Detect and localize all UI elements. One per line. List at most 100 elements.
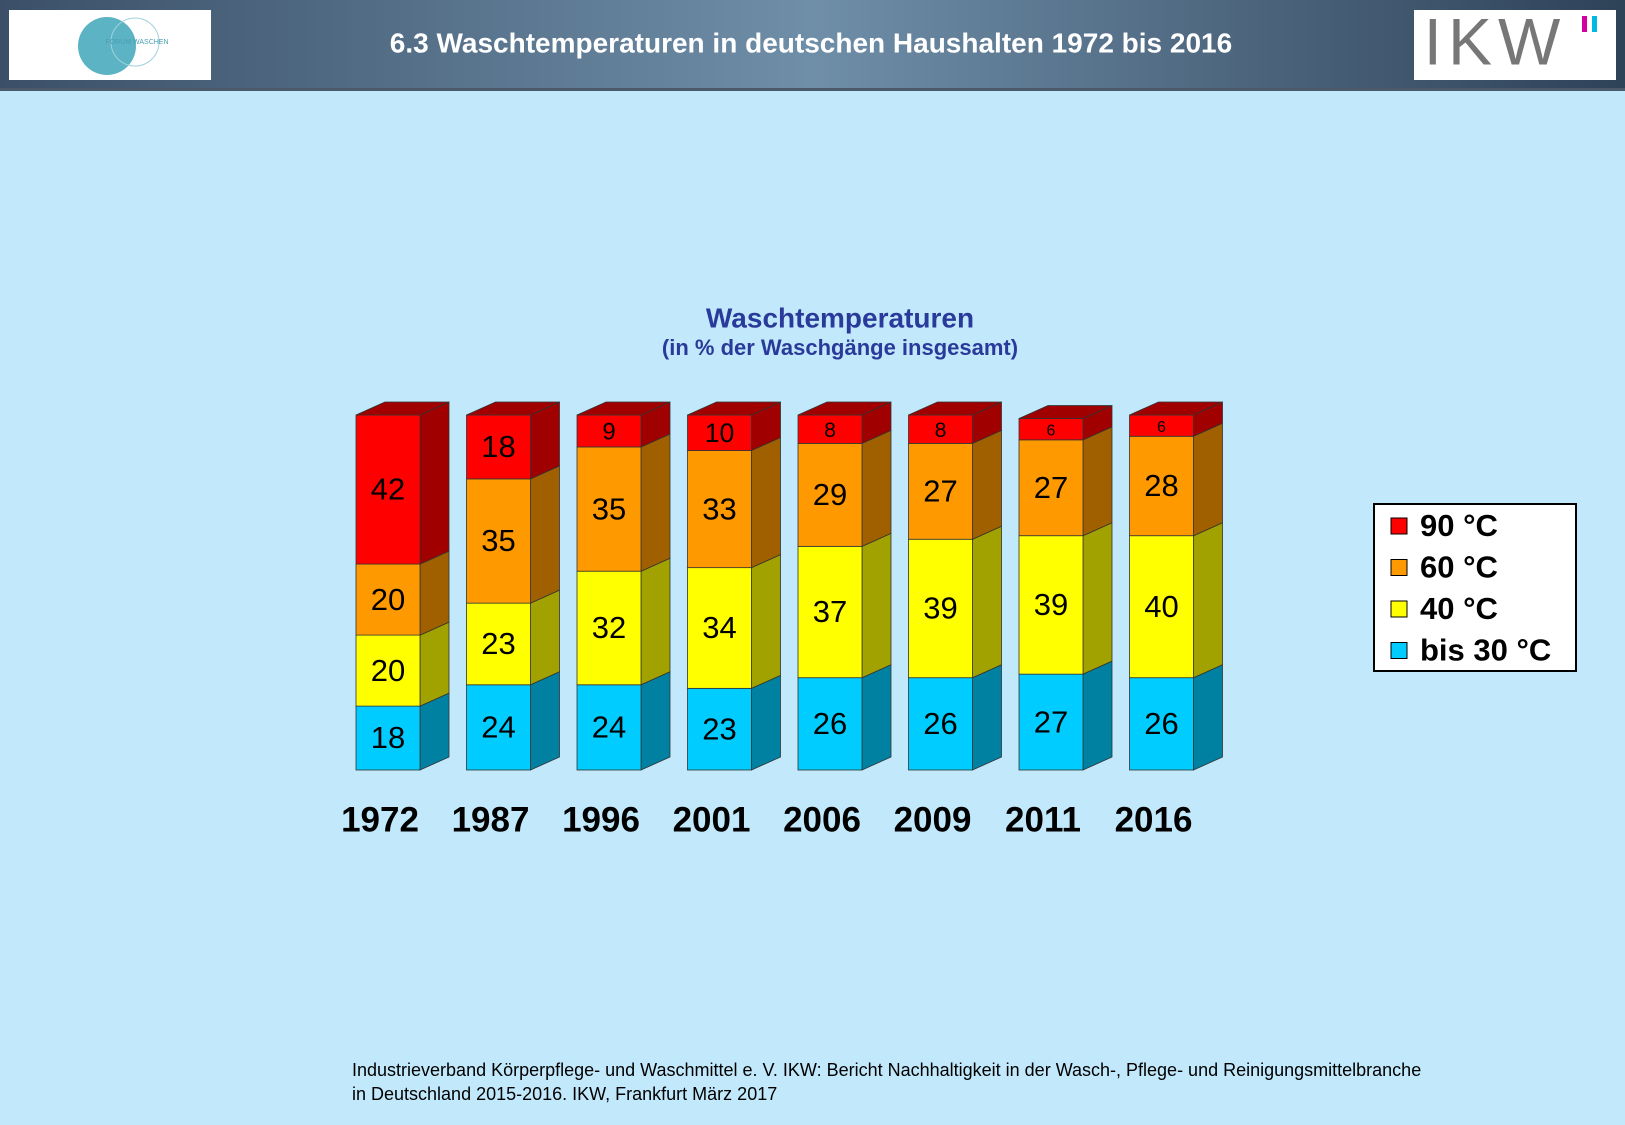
bar-segment bbox=[355, 563, 421, 636]
x-tick-label: 2016 bbox=[1115, 800, 1193, 839]
bar-side bbox=[1193, 522, 1223, 679]
legend-label: 60 °C bbox=[1420, 550, 1498, 585]
bar-segment bbox=[466, 684, 531, 771]
logo-left-text: FORUM WASCHEN bbox=[105, 39, 168, 46]
data-label: 27 bbox=[1034, 470, 1068, 505]
bar-segment bbox=[687, 414, 752, 451]
data-label: 18 bbox=[481, 429, 515, 464]
x-tick-label: 1987 bbox=[452, 800, 530, 839]
x-tick-label: 2001 bbox=[673, 800, 751, 839]
bar-segment bbox=[355, 705, 421, 771]
data-label: 10 bbox=[705, 418, 735, 448]
bar-segment bbox=[576, 414, 642, 448]
bar-side bbox=[530, 465, 560, 604]
data-label: 40 bbox=[1144, 589, 1178, 624]
bar-segment bbox=[1129, 435, 1194, 537]
legend-swatch bbox=[1390, 559, 1408, 576]
bar-side bbox=[972, 429, 1002, 540]
bar-top bbox=[687, 401, 781, 416]
logo-accent bbox=[1592, 16, 1597, 32]
bar-side bbox=[419, 692, 450, 771]
bar-segment bbox=[687, 450, 752, 569]
bar-top bbox=[908, 401, 1002, 416]
bar-side bbox=[530, 401, 560, 480]
bar-side bbox=[861, 532, 892, 679]
data-label: 20 bbox=[371, 653, 405, 688]
x-tick-label: 2009 bbox=[894, 800, 972, 839]
legend-box bbox=[1373, 503, 1577, 672]
bar-side bbox=[640, 433, 671, 572]
bar-side bbox=[861, 664, 892, 771]
header-bar bbox=[0, 0, 1625, 90]
bar-side bbox=[972, 525, 1002, 679]
logo-accent bbox=[1582, 16, 1587, 32]
logo-left-ring bbox=[110, 17, 160, 67]
bar-segment bbox=[687, 687, 752, 771]
legend-swatch bbox=[1390, 642, 1408, 659]
bar-segment bbox=[797, 545, 863, 679]
x-tick-label: 2011 bbox=[1005, 800, 1081, 839]
data-label: 39 bbox=[1034, 587, 1068, 622]
bar-segment bbox=[355, 414, 421, 565]
data-label: 29 bbox=[813, 477, 847, 512]
bar-segment bbox=[908, 538, 973, 679]
data-label: 37 bbox=[813, 594, 847, 629]
data-label: 35 bbox=[592, 491, 626, 526]
data-label: 23 bbox=[702, 711, 736, 746]
data-label: 24 bbox=[592, 710, 626, 745]
bar-side bbox=[419, 550, 450, 636]
bar-top bbox=[1018, 405, 1113, 419]
data-label: 39 bbox=[923, 591, 957, 626]
bar-top bbox=[466, 401, 560, 416]
logo-left-circle bbox=[78, 17, 136, 75]
data-label: 6 bbox=[1047, 422, 1056, 439]
bar-top bbox=[355, 401, 450, 416]
data-label: 32 bbox=[592, 610, 626, 645]
data-label: 24 bbox=[481, 710, 515, 745]
footnote: in Deutschland 2015-2016. IKW, Frankfurt… bbox=[352, 1084, 777, 1104]
legend-label: bis 30 °C bbox=[1420, 633, 1551, 668]
data-label: 26 bbox=[923, 706, 957, 741]
logo-right-text: IKW bbox=[1424, 4, 1567, 78]
data-label: 35 bbox=[481, 523, 515, 558]
bar-side bbox=[530, 589, 560, 686]
bar-top bbox=[1129, 401, 1223, 416]
data-label: 27 bbox=[1034, 704, 1068, 739]
bar-segment bbox=[797, 677, 863, 771]
bar-segment bbox=[466, 602, 531, 686]
bar-side bbox=[751, 674, 781, 771]
bar-side bbox=[1193, 422, 1223, 537]
bar-side bbox=[751, 554, 781, 689]
legend-label: 90 °C bbox=[1420, 508, 1498, 543]
bar-segment bbox=[576, 570, 642, 686]
data-label: 34 bbox=[702, 610, 736, 645]
data-label: 18 bbox=[371, 720, 405, 755]
legend-swatch bbox=[1390, 517, 1408, 535]
bar-top bbox=[797, 401, 892, 416]
bar-side bbox=[972, 664, 1002, 771]
bar-segment bbox=[466, 414, 531, 480]
chart-subtitle: (in % der Waschgänge insgesamt) bbox=[662, 335, 1018, 360]
bar-side bbox=[419, 401, 450, 565]
bar-segment bbox=[687, 567, 752, 689]
data-label: 26 bbox=[1144, 706, 1178, 741]
bar-side bbox=[640, 671, 671, 771]
bar-side bbox=[1082, 660, 1113, 771]
data-label: 27 bbox=[923, 474, 957, 509]
data-label: 9 bbox=[602, 418, 615, 445]
bar-side bbox=[1082, 522, 1113, 675]
data-label: 6 bbox=[1157, 419, 1166, 436]
bar-side bbox=[1082, 426, 1113, 537]
x-tick-label: 1996 bbox=[562, 800, 640, 839]
bar-side bbox=[640, 557, 671, 686]
footnote: Industrieverband Körperpflege- und Wasch… bbox=[352, 1060, 1421, 1080]
data-label: 28 bbox=[1144, 468, 1178, 503]
data-label: 23 bbox=[481, 626, 515, 661]
header-rule bbox=[0, 88, 1625, 91]
bar-segment bbox=[797, 414, 863, 444]
bar-side bbox=[1193, 664, 1223, 771]
x-tick-label: 2006 bbox=[783, 800, 861, 839]
data-label: 20 bbox=[371, 582, 405, 617]
bar-side bbox=[419, 621, 450, 707]
